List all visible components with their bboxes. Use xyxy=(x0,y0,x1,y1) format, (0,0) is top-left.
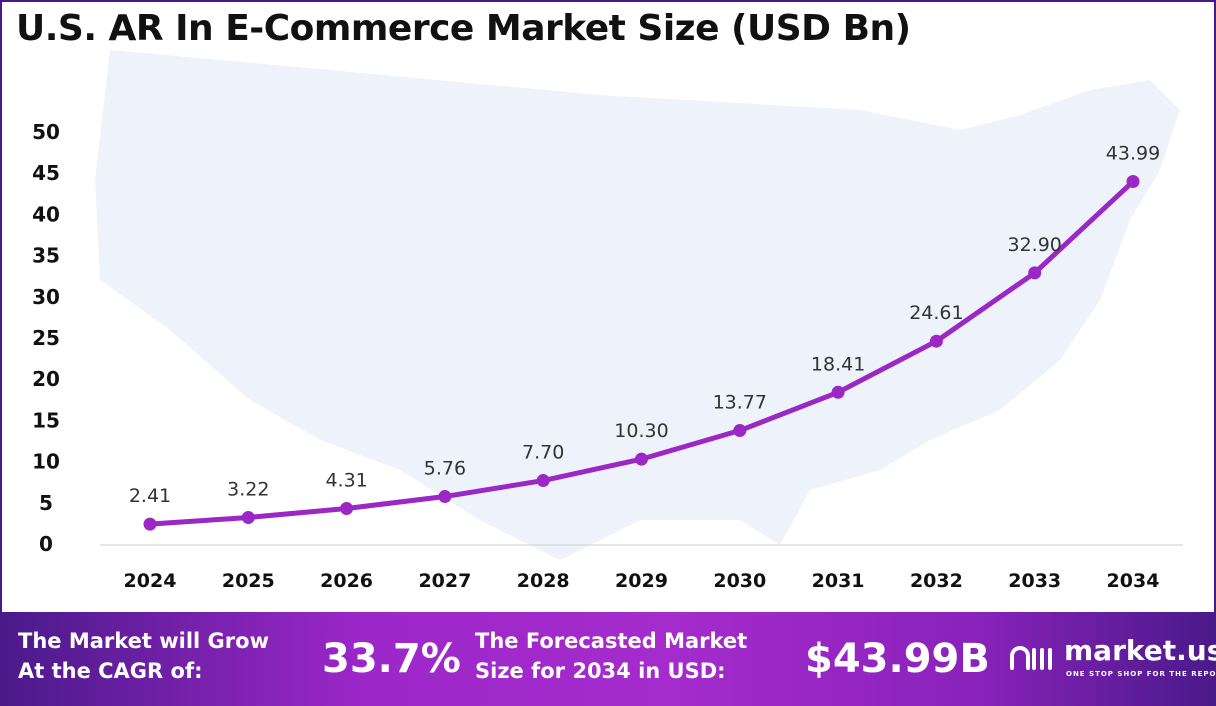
x-tick-label: 2030 xyxy=(713,570,766,592)
chart-title: U.S. AR In E-Commerce Market Size (USD B… xyxy=(16,8,911,49)
y-tick-label: 45 xyxy=(32,161,60,185)
data-point xyxy=(831,385,845,399)
data-label: 18.41 xyxy=(811,353,865,375)
us-map-background xyxy=(95,50,1180,560)
y-tick-label: 0 xyxy=(39,532,53,556)
cagr-label-line1: The Market will Grow xyxy=(18,629,269,653)
forecast-label-line1: The Forecasted Market xyxy=(475,629,748,653)
y-tick-label: 35 xyxy=(32,244,60,268)
y-tick-label: 25 xyxy=(32,326,60,350)
forecast-value: $43.99B xyxy=(805,636,990,682)
data-point xyxy=(241,510,255,524)
data-label: 24.61 xyxy=(909,302,963,324)
data-label: 2.41 xyxy=(129,485,171,507)
y-tick-label: 30 xyxy=(32,285,60,309)
data-point xyxy=(635,452,648,466)
data-label: 5.76 xyxy=(424,458,466,480)
x-tick-label: 2025 xyxy=(222,570,275,592)
x-tick-label: 2028 xyxy=(517,570,570,592)
data-point xyxy=(1028,266,1042,280)
logo-tagline: ONE STOP SHOP FOR THE REPORTS xyxy=(1066,670,1216,678)
y-tick-label: 10 xyxy=(32,450,60,474)
x-tick-label: 2027 xyxy=(418,570,471,592)
data-label: 4.31 xyxy=(325,469,367,491)
x-tick-label: 2024 xyxy=(124,570,177,592)
data-point xyxy=(1126,175,1140,189)
logo-text: market.us xyxy=(1064,634,1216,667)
x-tick-label: 2031 xyxy=(812,570,865,592)
data-label: 32.90 xyxy=(1007,234,1061,256)
x-tick-label: 2026 xyxy=(320,570,373,592)
y-tick-label: 15 xyxy=(32,408,60,432)
data-point xyxy=(438,490,452,504)
market-us-logo-icon xyxy=(1010,646,1052,670)
x-tick-label: 2033 xyxy=(1008,570,1061,592)
data-point xyxy=(143,517,157,531)
cagr-value: 33.7% xyxy=(322,636,461,682)
y-tick-label: 5 xyxy=(39,491,53,515)
data-point xyxy=(929,334,943,348)
data-point xyxy=(536,474,550,488)
data-label: 3.22 xyxy=(227,478,269,500)
data-label: 13.77 xyxy=(713,392,767,414)
y-tick-label: 20 xyxy=(32,367,60,391)
data-label: 7.70 xyxy=(522,442,564,464)
y-tick-label: 40 xyxy=(32,202,60,226)
data-label: 10.30 xyxy=(614,420,668,442)
data-label: 43.99 xyxy=(1106,143,1160,165)
data-point xyxy=(733,424,747,438)
forecast-label-line2: Size for 2034 in USD: xyxy=(475,659,726,683)
x-tick-label: 2034 xyxy=(1107,570,1160,592)
cagr-label-line2: At the CAGR of: xyxy=(18,659,203,683)
x-tick-label: 2032 xyxy=(910,570,963,592)
x-tick-label: 2029 xyxy=(615,570,668,592)
footer-banner: The Market will Grow At the CAGR of: 33.… xyxy=(0,612,1216,706)
data-point xyxy=(340,501,354,515)
y-tick-label: 50 xyxy=(32,120,60,144)
